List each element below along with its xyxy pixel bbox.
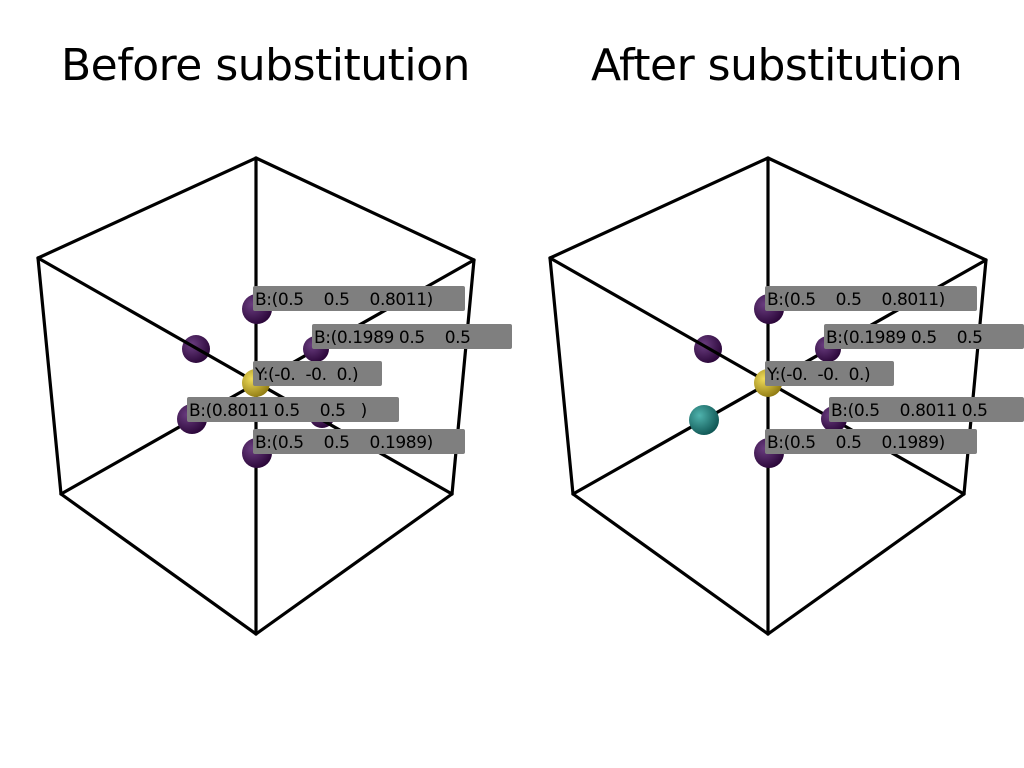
substituted-atom [689, 405, 719, 435]
site-label: B:(0.5 0.5 0.8011) [253, 286, 465, 311]
cell-edge [571, 492, 770, 636]
site-label-text: B:(0.5 0.5 0.1989) [255, 433, 433, 453]
title-after: After substitution [591, 40, 963, 91]
site-label-text: B:(0.5 0.5 0.8011) [255, 290, 433, 310]
site-label: B:(0.5 0.5 0.1989) [765, 429, 977, 454]
cell-edge [254, 156, 476, 262]
site-label: Y:(-0. -0. 0.) [253, 361, 382, 386]
cell-edge [766, 492, 966, 636]
site-label: B:(0.5 0.5 0.8011) [765, 286, 977, 311]
cell-edge [59, 492, 258, 636]
cell-edge [962, 258, 988, 496]
cell-edge [548, 156, 770, 260]
panel-after: B:(0.5 0.5 0.8011) B:(0.1989 0.5 0.5 Y:(-… [548, 156, 1024, 636]
site-label-text: B:(0.5 0.5 0.1989) [767, 433, 945, 453]
site-label-text: B:(0.1989 0.5 0.5 [826, 328, 1003, 348]
cell-edge [450, 258, 476, 496]
cell-edge [36, 156, 258, 260]
panel-before: B:(0.5 0.5 0.8011) B:(0.1989 0.5 0.5 Y:(-… [36, 156, 512, 636]
cell-edge [254, 492, 454, 636]
site-label-text: B:(0.8011 0.5 0.5 ) [189, 401, 367, 421]
title-before: Before substitution [61, 40, 470, 91]
site-label-text: B:(0.5 0.5 0.8011) [767, 290, 945, 310]
site-label-text: Y:(-0. -0. 0.) [766, 365, 870, 385]
site-label: B:(0.1989 0.5 0.5 [824, 324, 1024, 349]
cell-edge [766, 156, 988, 262]
site-label-text: Y:(-0. -0. 0.) [254, 365, 358, 385]
cell-edge [548, 256, 575, 496]
site-label: B:(0.5 0.8011 0.5 [829, 397, 1024, 422]
cell-edge [36, 256, 63, 496]
site-label-text: B:(0.5 0.8011 0.5 [831, 401, 1008, 421]
site-label: B:(0.5 0.5 0.1989) [253, 429, 465, 454]
site-label: B:(0.1989 0.5 0.5 [312, 324, 512, 349]
site-label-text: B:(0.1989 0.5 0.5 [314, 328, 491, 348]
site-label: Y:(-0. -0. 0.) [765, 361, 894, 386]
site-label: B:(0.8011 0.5 0.5 ) [187, 397, 399, 422]
